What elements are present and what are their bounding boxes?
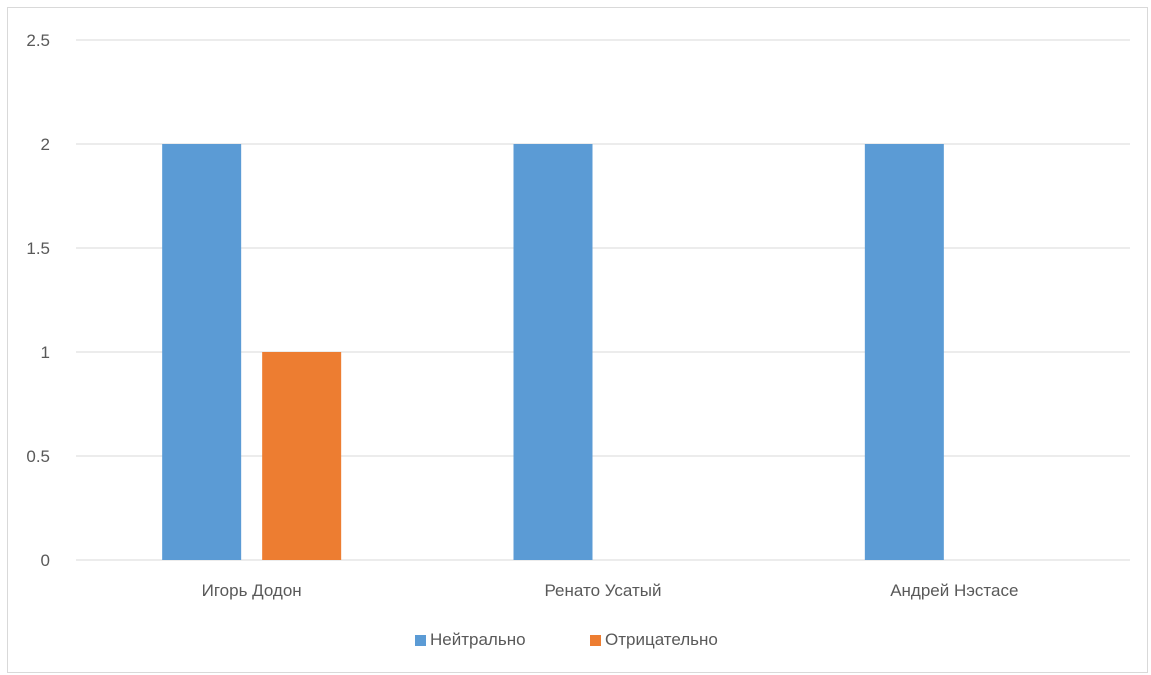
y-tick-label: 1 — [41, 343, 50, 362]
bar-neutral — [513, 144, 593, 560]
y-tick-label: 0 — [41, 551, 50, 570]
bars — [162, 144, 944, 560]
y-tick-label: 2.5 — [26, 31, 50, 50]
legend: Нейтрально Отрицательно — [415, 630, 718, 649]
legend-swatch — [590, 635, 601, 646]
x-category-label: Андрей Нэстасе — [890, 581, 1018, 600]
gridlines — [76, 39, 1130, 561]
bar-neutral — [162, 144, 242, 560]
y-tick-label: 1.5 — [26, 239, 50, 258]
x-category-label: Ренато Усатый — [544, 581, 661, 600]
legend-label: Отрицательно — [605, 630, 718, 649]
y-tick-label: 2 — [41, 135, 50, 154]
y-tick-label: 0.5 — [26, 447, 50, 466]
bar-negative — [262, 352, 342, 560]
y-axis-tick-labels: 0 0.5 1 1.5 2 2.5 — [26, 31, 50, 570]
x-axis-category-labels: Игорь Додон Ренато Усатый Андрей Нэстасе — [202, 581, 1019, 600]
legend-label: Нейтрально — [430, 630, 526, 649]
x-category-label: Игорь Додон — [202, 581, 302, 600]
legend-swatch — [415, 635, 426, 646]
bar-neutral — [864, 144, 944, 560]
